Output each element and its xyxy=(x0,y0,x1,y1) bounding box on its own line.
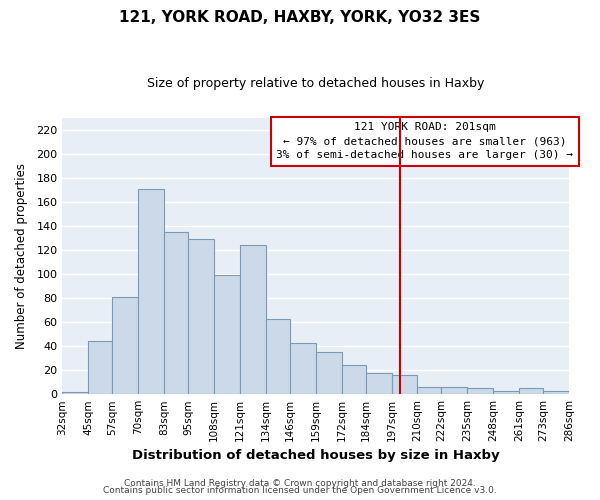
Bar xyxy=(418,387,442,394)
X-axis label: Distribution of detached houses by size in Haxby: Distribution of detached houses by size … xyxy=(132,450,500,462)
Text: 121 YORK ROAD: 201sqm
← 97% of detached houses are smaller (963)
3% of semi-deta: 121 YORK ROAD: 201sqm ← 97% of detached … xyxy=(276,122,573,160)
Bar xyxy=(88,342,112,394)
Bar xyxy=(240,246,266,394)
Bar xyxy=(519,388,543,394)
Bar xyxy=(467,388,493,394)
Bar xyxy=(392,375,418,394)
Bar xyxy=(493,390,519,394)
Bar xyxy=(214,276,240,394)
Bar xyxy=(188,240,214,394)
Title: Size of property relative to detached houses in Haxby: Size of property relative to detached ho… xyxy=(147,78,484,90)
Bar xyxy=(290,342,316,394)
Text: Contains public sector information licensed under the Open Government Licence v3: Contains public sector information licen… xyxy=(103,486,497,495)
Bar xyxy=(543,390,569,394)
Bar xyxy=(138,189,164,394)
Bar xyxy=(112,297,138,394)
Y-axis label: Number of detached properties: Number of detached properties xyxy=(15,163,28,349)
Bar xyxy=(164,232,188,394)
Bar xyxy=(62,392,88,394)
Bar xyxy=(266,318,290,394)
Bar xyxy=(365,372,392,394)
Text: Contains HM Land Registry data © Crown copyright and database right 2024.: Contains HM Land Registry data © Crown c… xyxy=(124,478,476,488)
Text: 121, YORK ROAD, HAXBY, YORK, YO32 3ES: 121, YORK ROAD, HAXBY, YORK, YO32 3ES xyxy=(119,10,481,25)
Bar xyxy=(341,366,365,394)
Bar xyxy=(316,352,341,394)
Bar xyxy=(442,387,467,394)
